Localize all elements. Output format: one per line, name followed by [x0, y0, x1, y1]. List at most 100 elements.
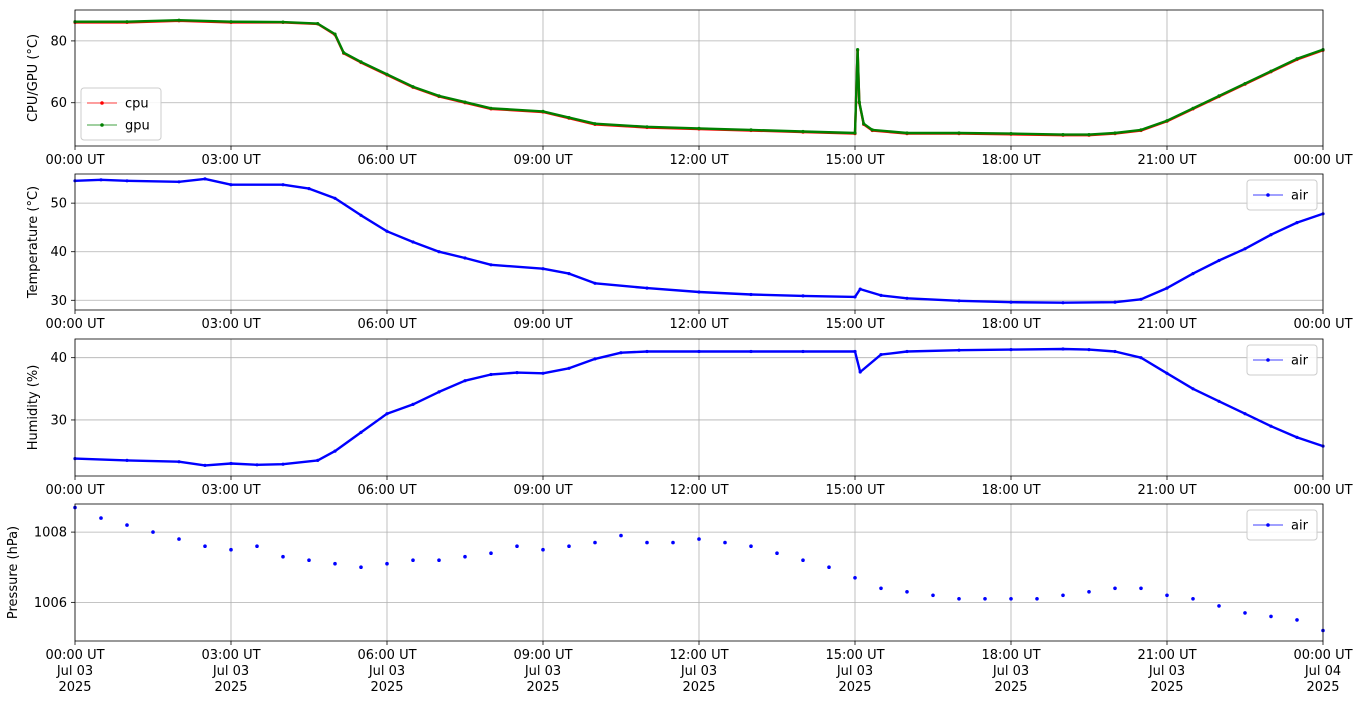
data-point-air: [411, 402, 415, 406]
data-point-air: [359, 430, 363, 434]
x-tick-date-label: Jul 03: [212, 664, 249, 679]
x-tick-date-label: 2025: [214, 680, 247, 695]
data-point-air: [203, 177, 207, 181]
data-point-air: [1139, 297, 1143, 301]
x-tick-label: 03:00 UT: [201, 317, 260, 332]
x-tick-label: 15:00 UT: [825, 648, 884, 663]
x-tick-label: 06:00 UT: [357, 483, 416, 498]
data-point-air: [541, 267, 545, 271]
panel-1: 00:00 UT 03:00 UT 06:00 UT 09:00 UT 12:00 UT…: [26, 9, 1353, 168]
data-point-air: [151, 530, 155, 534]
data-point-air: [671, 540, 675, 545]
data-point-air: [1217, 399, 1221, 403]
data-point-gpu: [856, 48, 860, 52]
data-point-air: [1295, 221, 1299, 225]
data-point-air: [281, 183, 285, 187]
x-tick-date-label: Jul 03: [1148, 664, 1185, 679]
data-point-gpu: [697, 126, 701, 130]
y-tick-label: 1006: [34, 596, 67, 611]
data-point-air: [1165, 593, 1169, 598]
data-point-gpu: [749, 128, 753, 132]
data-point-air: [1009, 348, 1013, 352]
data-point-air: [567, 272, 571, 276]
x-tick-label: 09:00 UT: [513, 317, 572, 332]
data-point-air: [593, 281, 597, 285]
x-tick-date-label: Jul 03: [524, 664, 561, 679]
x-tick-label: 00:00 UT: [1293, 648, 1352, 663]
data-point-air: [333, 449, 337, 453]
data-point-air: [957, 348, 961, 352]
data-point-gpu: [1113, 131, 1117, 135]
data-point-air: [1113, 586, 1117, 591]
x-tick-label: 12:00 UT: [669, 317, 728, 332]
data-point-air: [437, 558, 441, 562]
data-point-air: [905, 349, 909, 354]
data-point-gpu: [1191, 106, 1195, 110]
data-point-gpu: [437, 94, 441, 98]
y-tick-label: 40: [50, 245, 67, 260]
data-point-air: [801, 349, 805, 354]
x-tick-label: 21:00 UT: [1137, 483, 1196, 498]
data-point-air: [385, 229, 389, 233]
data-point-air: [203, 544, 207, 548]
data-point-gpu: [125, 20, 129, 24]
data-point-gpu: [1295, 57, 1299, 61]
data-point-gpu: [857, 100, 861, 104]
data-point-air: [1139, 356, 1143, 360]
data-point-air: [1243, 412, 1247, 416]
data-point-gpu: [316, 22, 320, 26]
data-point-air: [1087, 348, 1091, 352]
panel-3: 00:00 UT 03:00 UT 06:00 UT 09:00 UT 12:00 UT…: [26, 338, 1353, 498]
data-point-air: [827, 565, 831, 569]
legend-marker-air: [1266, 193, 1270, 197]
data-point-air: [177, 460, 181, 464]
data-point-air: [359, 565, 363, 569]
data-point-air: [1191, 387, 1195, 391]
data-point-air: [307, 187, 311, 191]
data-point-gpu: [1165, 119, 1169, 123]
x-tick-label: 03:00 UT: [201, 153, 260, 168]
data-point-air: [1009, 300, 1013, 304]
data-point-air: [1035, 597, 1039, 601]
legend-marker-cpu: [100, 101, 104, 105]
data-point-air: [593, 357, 597, 361]
data-point-gpu: [567, 116, 571, 120]
data-point-gpu: [645, 125, 649, 129]
data-point-air: [229, 547, 233, 552]
data-point-air: [905, 296, 909, 300]
data-point-air: [515, 544, 519, 548]
x-tick-date-label: Jul 03: [992, 664, 1029, 679]
data-point-air: [203, 463, 207, 467]
data-point-air: [957, 597, 961, 601]
data-point-air: [749, 292, 753, 297]
data-point-air: [125, 458, 129, 462]
data-point-air: [177, 180, 181, 184]
data-point-air: [1295, 618, 1299, 622]
y-axis-label: Temperature (°C): [26, 186, 41, 299]
x-tick-label: 18:00 UT: [981, 648, 1040, 663]
data-point-air: [749, 544, 753, 548]
data-point-air: [1191, 272, 1195, 276]
data-point-air: [983, 597, 987, 601]
x-tick-date-label: Jul 03: [836, 664, 873, 679]
data-point-air: [229, 183, 233, 187]
data-point-gpu: [281, 20, 285, 24]
data-point-gpu: [385, 72, 389, 76]
data-point-gpu: [463, 100, 467, 104]
data-point-gpu: [1243, 82, 1247, 86]
data-point-air: [697, 349, 701, 354]
x-tick-label: 06:00 UT: [357, 317, 416, 332]
x-tick-label: 09:00 UT: [513, 483, 572, 498]
data-point-air: [853, 349, 857, 354]
series-line-gpu: [75, 19, 1324, 136]
data-point-air: [359, 213, 363, 217]
x-tick-label: 00:00 UT: [45, 483, 104, 498]
data-point-air: [541, 371, 545, 375]
data-point-air: [1087, 590, 1091, 594]
x-tick-date-label: Jul 04: [1304, 664, 1341, 679]
data-point-gpu: [593, 122, 597, 126]
data-point-air: [619, 533, 623, 538]
data-point-air: [1113, 349, 1117, 354]
x-tick-date-label: 2025: [994, 680, 1027, 695]
